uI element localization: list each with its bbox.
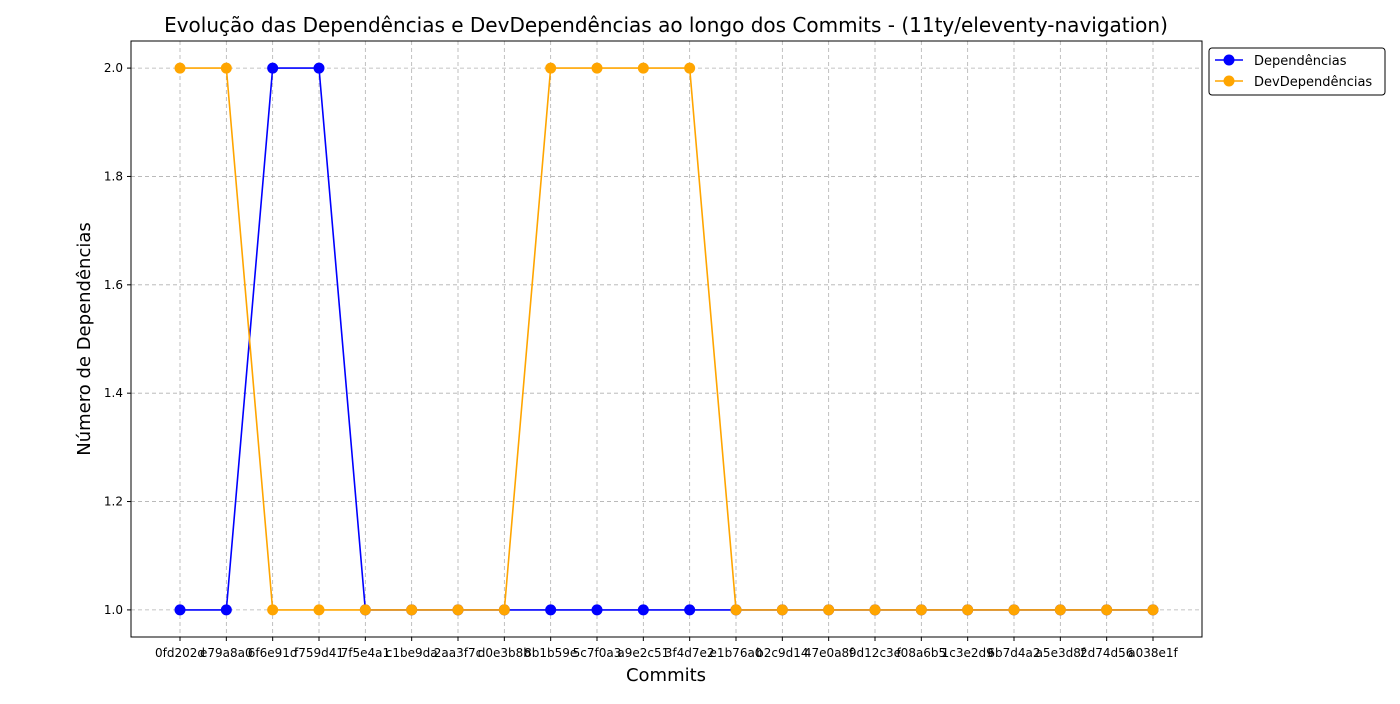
legend-marker-2 — [1223, 75, 1235, 87]
data-point — [1054, 604, 1066, 616]
y-tick-label: 1.4 — [104, 386, 123, 400]
data-point — [498, 604, 510, 616]
data-point — [637, 604, 649, 616]
data-point — [915, 604, 927, 616]
data-point — [730, 604, 742, 616]
x-axis-label: Commits — [626, 665, 706, 686]
data-point — [174, 604, 186, 616]
legend-marker-1 — [1223, 54, 1235, 66]
x-tick-label: 47e0a8f — [804, 646, 854, 660]
data-point — [220, 604, 232, 616]
data-point — [220, 62, 232, 74]
y-tick-label: 2.0 — [104, 61, 123, 75]
data-point — [869, 604, 881, 616]
x-tick-label: a038e1f — [1128, 646, 1178, 660]
axis-ticks: 1.01.21.41.61.82.00fd202de79a8a06f6e91df… — [104, 61, 1179, 660]
plot-frame — [130, 40, 1203, 638]
x-tick-label: f759d41 — [294, 646, 344, 660]
data-point — [1101, 604, 1113, 616]
y-axis-label: Número de Dependências — [74, 222, 95, 456]
data-point — [591, 604, 603, 616]
data-point — [267, 62, 279, 74]
data-point — [1147, 604, 1159, 616]
data-point — [545, 62, 557, 74]
x-tick-label: a9e2c51 — [617, 646, 669, 660]
x-tick-label: 8b1b59e — [524, 646, 577, 660]
data-point — [684, 604, 696, 616]
x-tick-label: 9d12c3e — [849, 646, 901, 660]
x-tick-label: 2aa3f7c — [434, 646, 482, 660]
x-tick-label: 3f4d7e2 — [665, 646, 715, 660]
chart-title: Evolução das Dependências e DevDependênc… — [164, 13, 1168, 37]
data-point — [637, 62, 649, 74]
x-tick-label: b2c9d14 — [756, 646, 808, 660]
x-tick-label: c1be9da — [386, 646, 438, 660]
x-tick-label: 2d74d56 — [1080, 646, 1133, 660]
x-tick-label: 0fd202d — [155, 646, 205, 660]
legend: Dependências DevDependências — [1208, 47, 1386, 96]
data-point — [1008, 604, 1020, 616]
legend-box — [1208, 47, 1386, 96]
data-point — [823, 604, 835, 616]
legend-label-2: DevDependências — [1254, 75, 1372, 90]
data-point — [962, 604, 974, 616]
data-point — [267, 604, 279, 616]
x-tick-label: 5c7f0a3 — [573, 646, 622, 660]
data-point — [359, 604, 371, 616]
data-point — [776, 604, 788, 616]
data-point — [313, 62, 325, 74]
y-tick-label: 1.2 — [104, 495, 123, 509]
series-line-2 — [180, 67, 1153, 611]
x-tick-label: e79a8a0 — [200, 646, 253, 660]
data-point — [313, 604, 325, 616]
x-tick-label: 6b7d4a2 — [987, 646, 1040, 660]
y-tick-label: 1.6 — [104, 278, 123, 292]
x-tick-label: e1b76a0 — [710, 646, 763, 660]
data-point — [591, 62, 603, 74]
data-point — [406, 604, 418, 616]
y-tick-label: 1.0 — [104, 603, 123, 617]
x-tick-label: 1c3e2d9 — [942, 646, 994, 660]
data-point — [684, 62, 696, 74]
x-tick-label: 6f6e91d — [248, 646, 298, 660]
x-tick-label: 7f5e4a1 — [341, 646, 391, 660]
data-point — [452, 604, 464, 616]
x-tick-label: d0e3b8b — [478, 646, 531, 660]
x-tick-label: f08a6b5 — [896, 646, 946, 660]
y-tick-label: 1.8 — [104, 169, 123, 183]
data-series — [174, 62, 1159, 616]
legend-label-1: Dependências — [1254, 54, 1347, 69]
data-point — [545, 604, 557, 616]
data-point — [174, 62, 186, 74]
x-tick-label: a5e3d8f — [1036, 646, 1086, 660]
